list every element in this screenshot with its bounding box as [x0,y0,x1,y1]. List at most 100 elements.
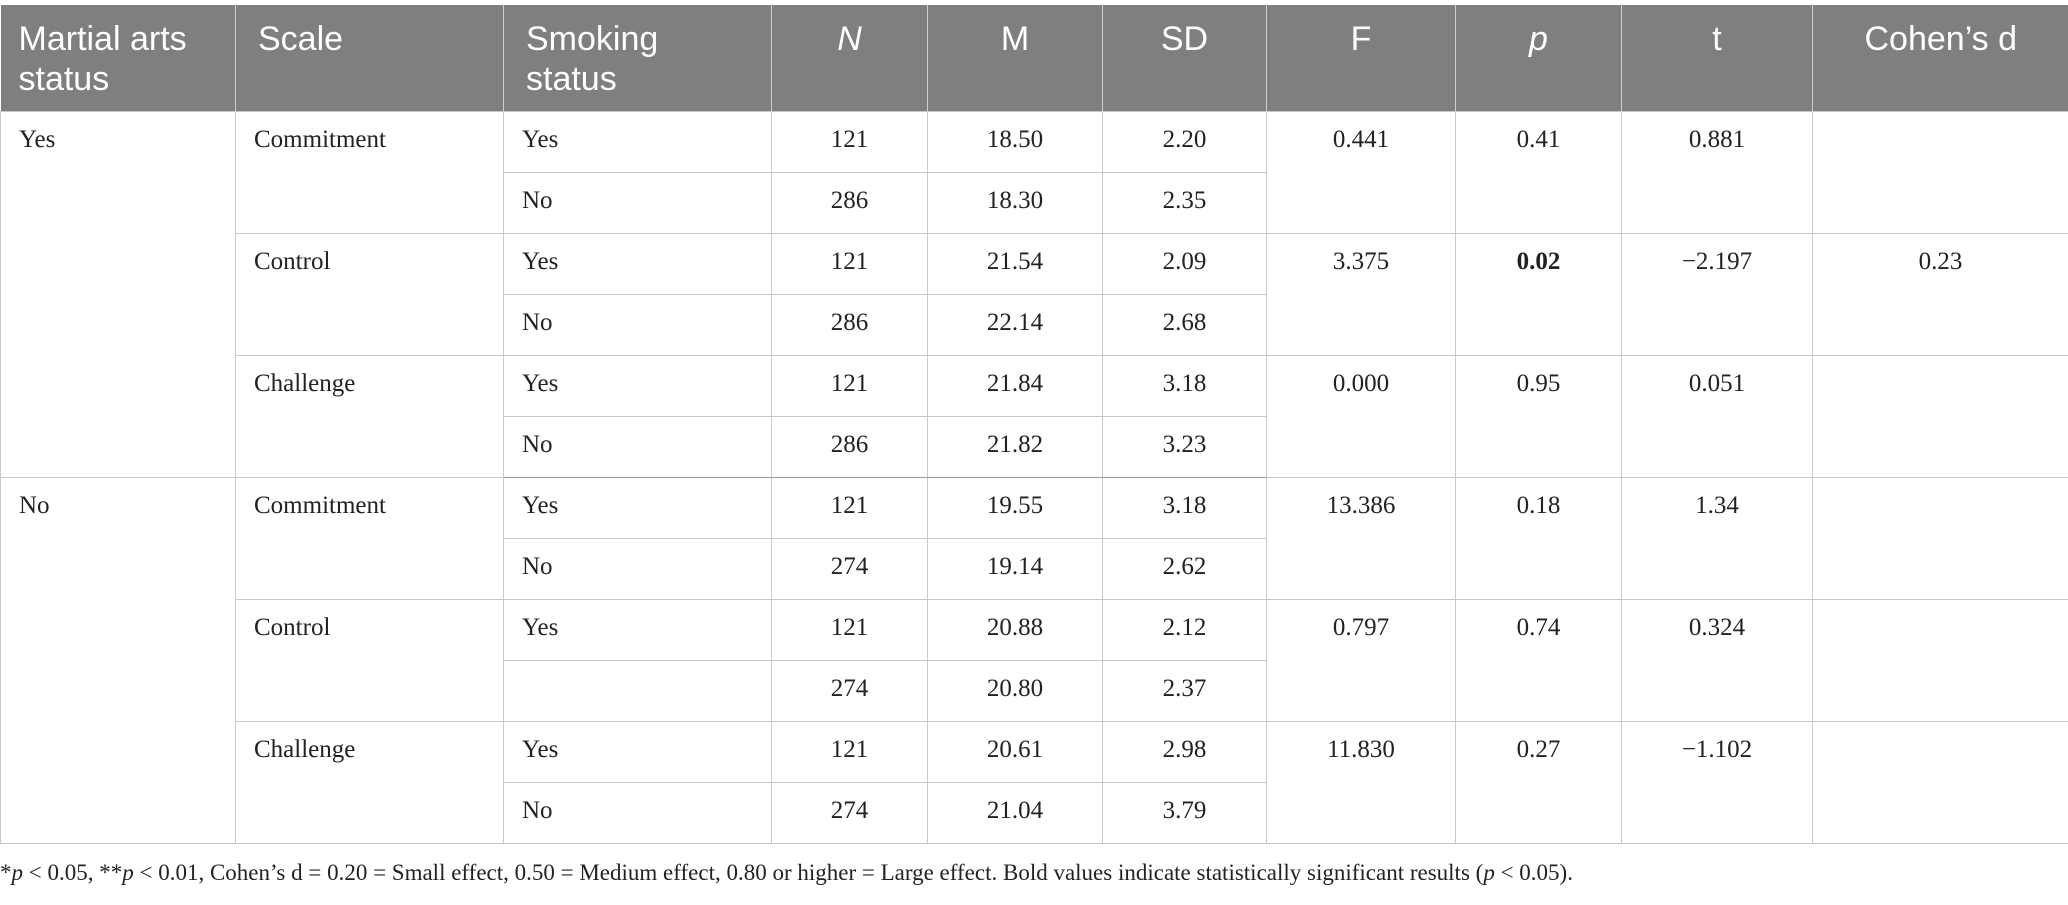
smoking-cell: Yes [503,477,772,539]
t-cell: −2.197 [1621,233,1813,356]
n-cell: 121 [771,111,928,173]
f-cell: 0.000 [1266,355,1456,478]
f-cell: 0.441 [1266,111,1456,234]
mean-cell: 21.04 [927,782,1103,844]
sd-cell: 2.68 [1102,294,1267,356]
mean-cell: 18.30 [927,172,1103,234]
p-cell: 0.74 [1455,599,1622,722]
table-row: No 274 21.04 3.79 [1,782,2068,844]
p-cell-significant: 0.02 [1455,233,1622,356]
sd-cell: 2.35 [1102,172,1267,234]
cohens-d-cell [1812,111,2068,234]
footnote-text: < 0.05, ** [23,860,123,885]
mean-cell: 18.50 [927,111,1103,173]
header-row: Martial arts status Scale Smoking status… [0,5,2068,112]
t-cell: 0.051 [1621,355,1813,478]
header-smoking-status: Smoking status [503,5,772,112]
header-scale: Scale [235,5,504,112]
header-t: t [1621,5,1813,112]
t-cell: −1.102 [1621,721,1813,844]
martial-arts-status-cell: Yes [0,111,236,478]
smoking-cell: Yes [503,599,772,661]
n-cell: 274 [771,782,928,844]
smoking-cell [503,660,772,722]
cohens-d-cell [1812,355,2068,478]
scale-cell: Control [235,233,504,356]
header-martial-arts-status: Martial arts status [0,5,236,112]
mean-cell: 21.82 [927,416,1103,478]
sd-cell: 3.79 [1102,782,1267,844]
smoking-cell: No [503,416,772,478]
p-cell: 0.18 [1455,477,1622,600]
results-table: Martial arts status Scale Smoking status… [0,5,2068,844]
sd-cell: 2.37 [1102,660,1267,722]
table-row: No 286 21.82 3.23 [1,416,2068,478]
sd-cell: 3.18 [1102,477,1267,539]
table-row: Yes Commitment Yes 121 18.50 2.20 0.441 … [0,111,2068,478]
scale-cell: Challenge [235,721,504,844]
sd-cell: 3.18 [1102,355,1267,417]
footnote-p-symbol: p [122,860,134,885]
sd-cell: 2.09 [1102,233,1267,295]
f-cell: 13.386 [1266,477,1456,600]
scale-cell: Control [235,599,504,722]
cohens-d-cell [1812,477,2068,600]
cohens-d-cell: 0.23 [1812,233,2068,356]
table-row: Control Yes 121 20.88 2.12 0.797 0.74 0.… [1,599,2068,722]
n-cell: 121 [771,477,928,539]
table-row: No Commitment Yes 121 19.55 3.18 13.386 … [0,477,2068,844]
t-cell: 0.324 [1621,599,1813,722]
smoking-cell: No [503,294,772,356]
sd-cell: 2.98 [1102,721,1267,783]
n-cell: 121 [771,599,928,661]
n-cell: 286 [771,416,928,478]
p-cell: 0.95 [1455,355,1622,478]
table-row: 274 20.80 2.37 [1,660,2068,722]
header-cohens-d: Cohen’s d [1812,5,2068,112]
n-cell: 274 [771,660,928,722]
t-cell: 0.881 [1621,111,1813,234]
table-row: Challenge Yes 121 21.84 3.18 0.000 0.95 … [1,355,2068,478]
header-f: F [1266,5,1456,112]
sd-cell: 2.12 [1102,599,1267,661]
table-row: No 286 22.14 2.68 [1,294,2068,356]
mean-cell: 20.61 [927,721,1103,783]
scale-cell: Commitment [235,477,504,600]
table-row: Control Yes 121 21.54 2.09 3.375 0.02 −2… [1,233,2068,356]
n-cell: 121 [771,233,928,295]
table-row: Challenge Yes 121 20.61 2.98 11.830 0.27… [1,721,2068,844]
p-cell: 0.41 [1455,111,1622,234]
scale-cell: Commitment [235,111,504,234]
smoking-cell: No [503,782,772,844]
footnote-text: < 0.05). [1494,860,1573,885]
table-footnote: *p < 0.05, **p < 0.01, Cohen’s d = 0.20 … [0,860,2068,886]
mean-cell: 19.14 [927,538,1103,600]
cohens-d-cell [1812,599,2068,722]
n-cell: 286 [771,172,928,234]
smoking-cell: Yes [503,111,772,173]
smoking-cell: Yes [503,721,772,783]
n-cell: 121 [771,355,928,417]
n-cell: 121 [771,721,928,783]
header-sd: SD [1102,5,1267,112]
footnote-p-symbol: p [1483,860,1495,885]
martial-arts-status-cell: No [0,477,236,844]
cohens-d-cell [1812,721,2068,844]
mean-cell: 19.55 [927,477,1103,539]
smoking-cell: No [503,538,772,600]
mean-cell: 21.54 [927,233,1103,295]
mean-cell: 20.80 [927,660,1103,722]
sd-cell: 2.62 [1102,538,1267,600]
footnote-star: * [0,860,12,885]
sd-cell: 2.20 [1102,111,1267,173]
sd-cell: 3.23 [1102,416,1267,478]
scale-cell: Challenge [235,355,504,478]
n-cell: 274 [771,538,928,600]
smoking-cell: Yes [503,355,772,417]
table-row: No 274 19.14 2.62 [1,538,2068,600]
mean-cell: 21.84 [927,355,1103,417]
f-cell: 3.375 [1266,233,1456,356]
p-cell: 0.27 [1455,721,1622,844]
footnote-text: < 0.01, Cohen’s d = 0.20 = Small effect,… [133,860,1484,885]
mean-cell: 22.14 [927,294,1103,356]
